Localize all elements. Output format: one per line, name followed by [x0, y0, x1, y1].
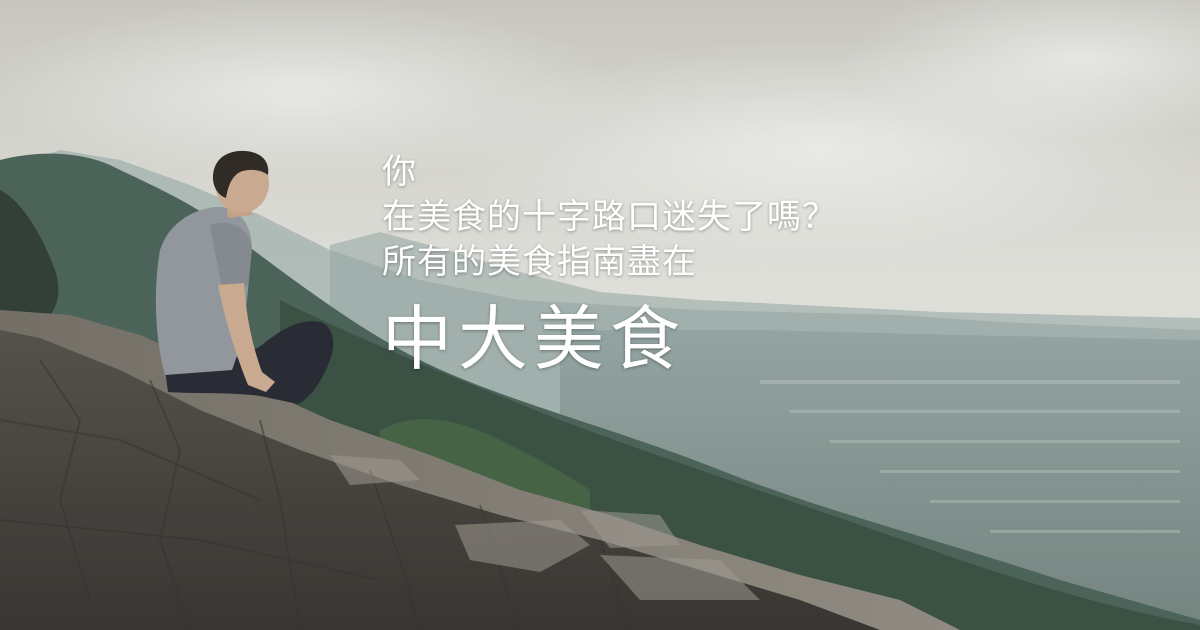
headline-line-3: 所有的美食指南盡在 [382, 242, 697, 282]
headline-line-2: 在美食的十字路口迷失了嗎？ [382, 197, 837, 237]
man-figure [155, 150, 334, 404]
headline: 你 在美食的十字路口迷失了嗎？ 所有的美食指南盡在 中大美食 [382, 150, 837, 387]
brand-title: 中大美食 [382, 298, 686, 380]
headline-line-1: 你 [382, 152, 417, 192]
